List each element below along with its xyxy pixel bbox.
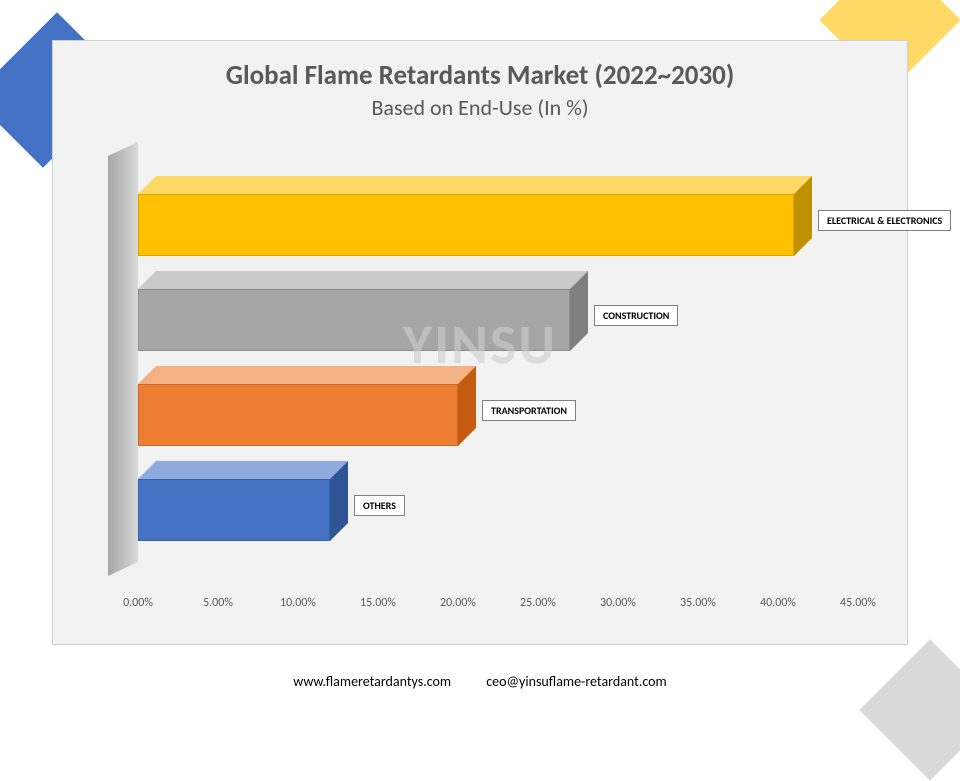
footer-url: www.flameretardantys.com — [293, 673, 451, 690]
bar-label: TRANSPORTATION — [482, 400, 576, 421]
bar-front-face — [138, 384, 458, 446]
x-tick-label: 40.00% — [760, 596, 796, 610]
x-tick-label: 45.00% — [840, 596, 876, 610]
footer: www.flameretardantys.com ceo@yinsuflame-… — [0, 673, 960, 690]
x-tick-label: 0.00% — [123, 596, 153, 610]
bar-front-face — [138, 194, 794, 256]
bars-container: ELECTRICAL & ELECTRONICS CONSTRUCTION TRAN… — [138, 166, 858, 566]
decoration-bottom-right — [859, 639, 960, 780]
footer-email: ceo@yinsuflame-retardant.com — [486, 673, 666, 690]
x-tick-label: 5.00% — [203, 596, 233, 610]
chart-subtitle: Based on End-Use (In %) — [53, 94, 907, 121]
x-tick-label: 10.00% — [280, 596, 316, 610]
bar-label: OTHERS — [354, 495, 405, 516]
bar-row: TRANSPORTATION — [138, 366, 858, 444]
chart-panel: Global Flame Retardants Market (2022~203… — [52, 40, 908, 645]
bar-row: CONSTRUCTION — [138, 271, 858, 349]
title-block: Global Flame Retardants Market (2022~203… — [53, 41, 907, 121]
chart-title: Global Flame Retardants Market (2022~203… — [53, 59, 907, 92]
plot-area: ELECTRICAL & ELECTRONICS CONSTRUCTION TRAN… — [108, 156, 868, 596]
bar-row: OTHERS — [138, 461, 858, 539]
back-wall-3d — [108, 142, 138, 576]
x-tick-label: 25.00% — [520, 596, 556, 610]
bar-top-face — [138, 176, 812, 194]
x-tick-label: 35.00% — [680, 596, 716, 610]
bar-top-face — [138, 461, 348, 479]
x-tick-label: 20.00% — [440, 596, 476, 610]
bar-row: ELECTRICAL & ELECTRONICS — [138, 176, 858, 254]
x-tick-label: 30.00% — [600, 596, 636, 610]
bar-top-face — [138, 271, 588, 289]
bar-top-face — [138, 366, 476, 384]
x-axis: 0.00% 5.00% 10.00% 15.00% 20.00% 25.00% 30.00%… — [108, 596, 878, 616]
x-tick-label: 15.00% — [360, 596, 396, 610]
bar-label: CONSTRUCTION — [594, 305, 678, 326]
bar-label: ELECTRICAL & ELECTRONICS — [818, 210, 951, 231]
bar-front-face — [138, 289, 570, 351]
bar-front-face — [138, 479, 330, 541]
